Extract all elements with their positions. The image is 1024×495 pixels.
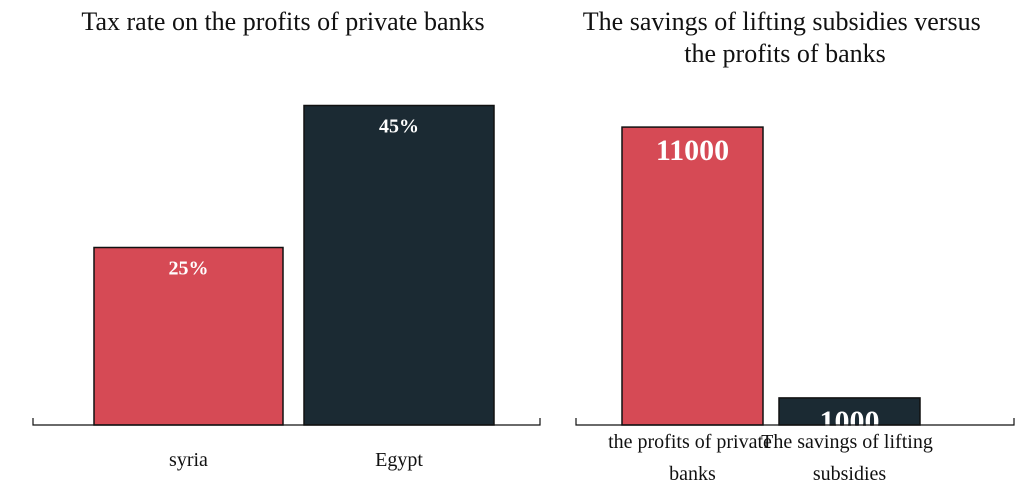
axis-line <box>575 418 1015 426</box>
axis-line <box>32 418 541 426</box>
chart-title: Tax rate on the profits of private banks <box>81 7 484 36</box>
x-tick-label: syria <box>169 449 208 471</box>
x-tick-label: Egypt <box>375 449 423 471</box>
bar <box>93 246 284 426</box>
value-label: 11000 <box>656 134 729 167</box>
chart-title: The savings of lifting subsidies versus … <box>583 7 987 68</box>
bar <box>303 104 495 426</box>
x-tick-label: The savings of lifting subsidies <box>761 431 938 485</box>
value-label: 45% <box>379 116 419 138</box>
value-label: 1000 <box>820 405 880 438</box>
bar <box>621 126 764 426</box>
bar <box>778 397 921 426</box>
value-label: 25% <box>169 258 209 280</box>
x-tick-label: the profits of private banks <box>608 431 777 485</box>
